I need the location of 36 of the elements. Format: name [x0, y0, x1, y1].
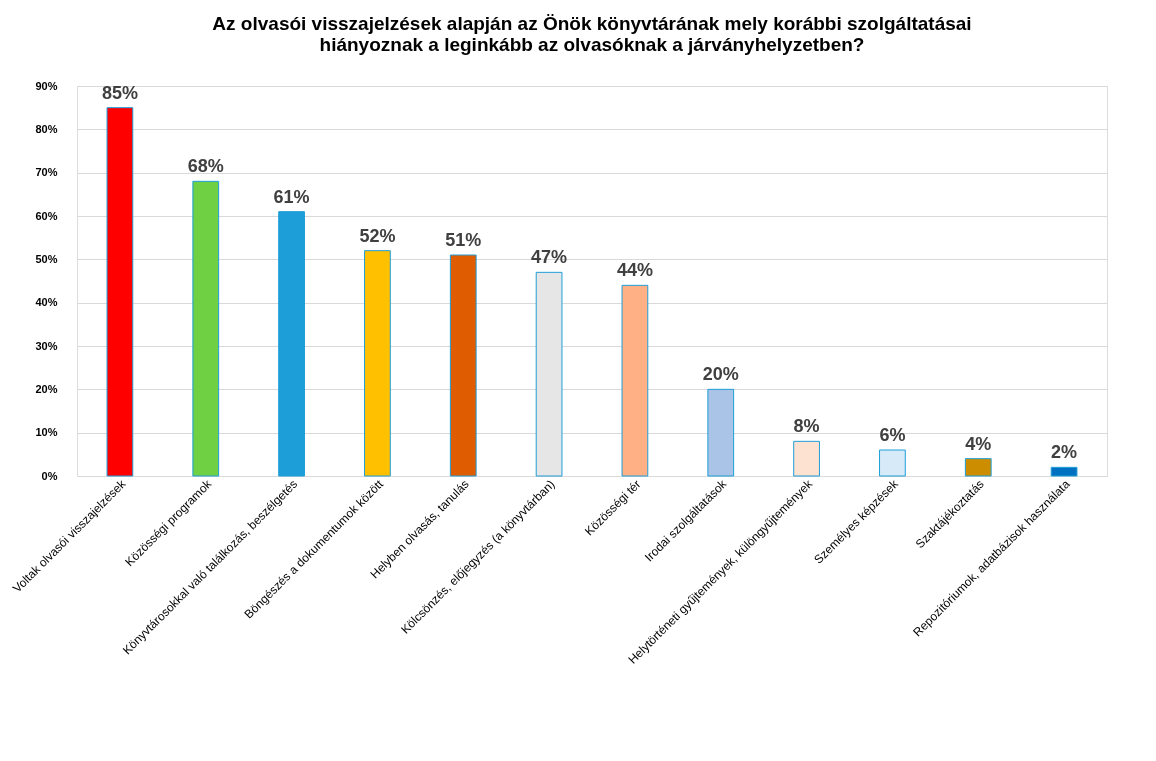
- y-tick-label: 60%: [35, 209, 58, 222]
- data-label: 2%: [1051, 442, 1078, 463]
- data-label: 51%: [445, 230, 482, 250]
- y-tick-label: 30%: [35, 339, 58, 352]
- data-label: 6%: [879, 425, 906, 445]
- data-label: 44%: [616, 260, 653, 281]
- y-tick-label: 20%: [35, 382, 58, 395]
- y-tick-label: 90%: [35, 79, 58, 92]
- bar: [707, 388, 735, 477]
- y-tick-label: 80%: [35, 122, 58, 135]
- bar: [364, 250, 391, 477]
- bar: [535, 271, 563, 477]
- data-label: 68%: [187, 156, 224, 177]
- bar: [964, 458, 992, 477]
- bar: [621, 284, 649, 477]
- bar: [879, 449, 906, 477]
- data-label: 20%: [702, 364, 739, 385]
- y-tick-label: 50%: [35, 252, 58, 265]
- y-tick-label: 40%: [35, 296, 58, 309]
- y-tick-label: 10%: [35, 426, 58, 439]
- bar: [793, 440, 820, 477]
- data-label: 4%: [965, 433, 992, 454]
- bar: [106, 107, 134, 477]
- text: Az olvasói visszajelzések alapján az Önök könyvtárának mely korábbi szolgáltatásai: [212, 13, 972, 34]
- bar: [449, 254, 477, 477]
- data-label: 61%: [273, 186, 310, 207]
- data-label: 52%: [359, 225, 396, 246]
- data-label: 8%: [793, 416, 820, 437]
- bar: [1050, 466, 1078, 477]
- bar: [278, 211, 305, 477]
- y-tick-label: 70%: [35, 166, 58, 179]
- bar: [192, 180, 220, 477]
- y-tick-label: 0%: [41, 469, 58, 482]
- data-label: 85%: [101, 82, 138, 103]
- data-label: 47%: [531, 247, 568, 268]
- text: hiányoznak a leginkább az olvasóknak a járványhelyzetben?: [319, 34, 865, 55]
